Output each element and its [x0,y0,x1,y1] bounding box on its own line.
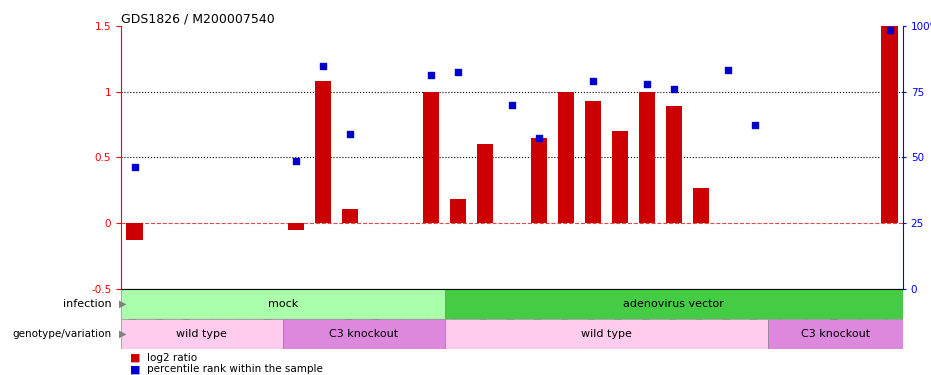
Point [721,66,735,72]
Point [316,63,331,69]
Bar [612,131,628,223]
Text: log2 ratio: log2 ratio [147,353,197,363]
Bar [477,144,493,223]
Bar [289,223,304,230]
Bar [882,26,897,223]
Bar [693,188,708,223]
Point [667,86,681,92]
Bar [343,209,358,223]
Bar [423,92,439,223]
Text: wild type: wild type [581,329,632,339]
Bar [445,319,768,349]
Bar [558,92,574,223]
Point [451,69,466,75]
Bar [121,289,445,319]
Text: infection: infection [63,299,112,309]
Bar [445,289,903,319]
Bar [585,101,601,223]
Text: adenovirus vector: adenovirus vector [624,299,724,309]
Point [343,131,358,137]
Bar [283,319,445,349]
Bar [127,223,142,240]
Bar [531,138,547,223]
Point [640,81,654,87]
Text: ■: ■ [130,364,141,374]
Point [424,72,439,78]
Point [532,135,546,141]
Text: percentile rank within the sample: percentile rank within the sample [147,364,323,374]
Text: mock: mock [268,299,298,309]
Text: ▶: ▶ [119,329,127,339]
Text: genotype/variation: genotype/variation [13,329,112,339]
Bar [121,319,283,349]
Bar [316,81,331,223]
Point [883,27,897,33]
Text: GDS1826 / M200007540: GDS1826 / M200007540 [121,12,275,25]
Bar [768,319,903,349]
Text: ▶: ▶ [119,299,127,309]
Bar [666,106,681,223]
Point [505,102,519,108]
Bar [639,92,655,223]
Text: C3 knockout: C3 knockout [330,329,398,339]
Point [289,158,304,164]
Text: ■: ■ [130,353,141,363]
Point [748,122,762,128]
Text: C3 knockout: C3 knockout [801,329,870,339]
Bar [450,200,466,223]
Point [127,164,142,170]
Point [586,78,600,84]
Text: wild type: wild type [177,329,227,339]
